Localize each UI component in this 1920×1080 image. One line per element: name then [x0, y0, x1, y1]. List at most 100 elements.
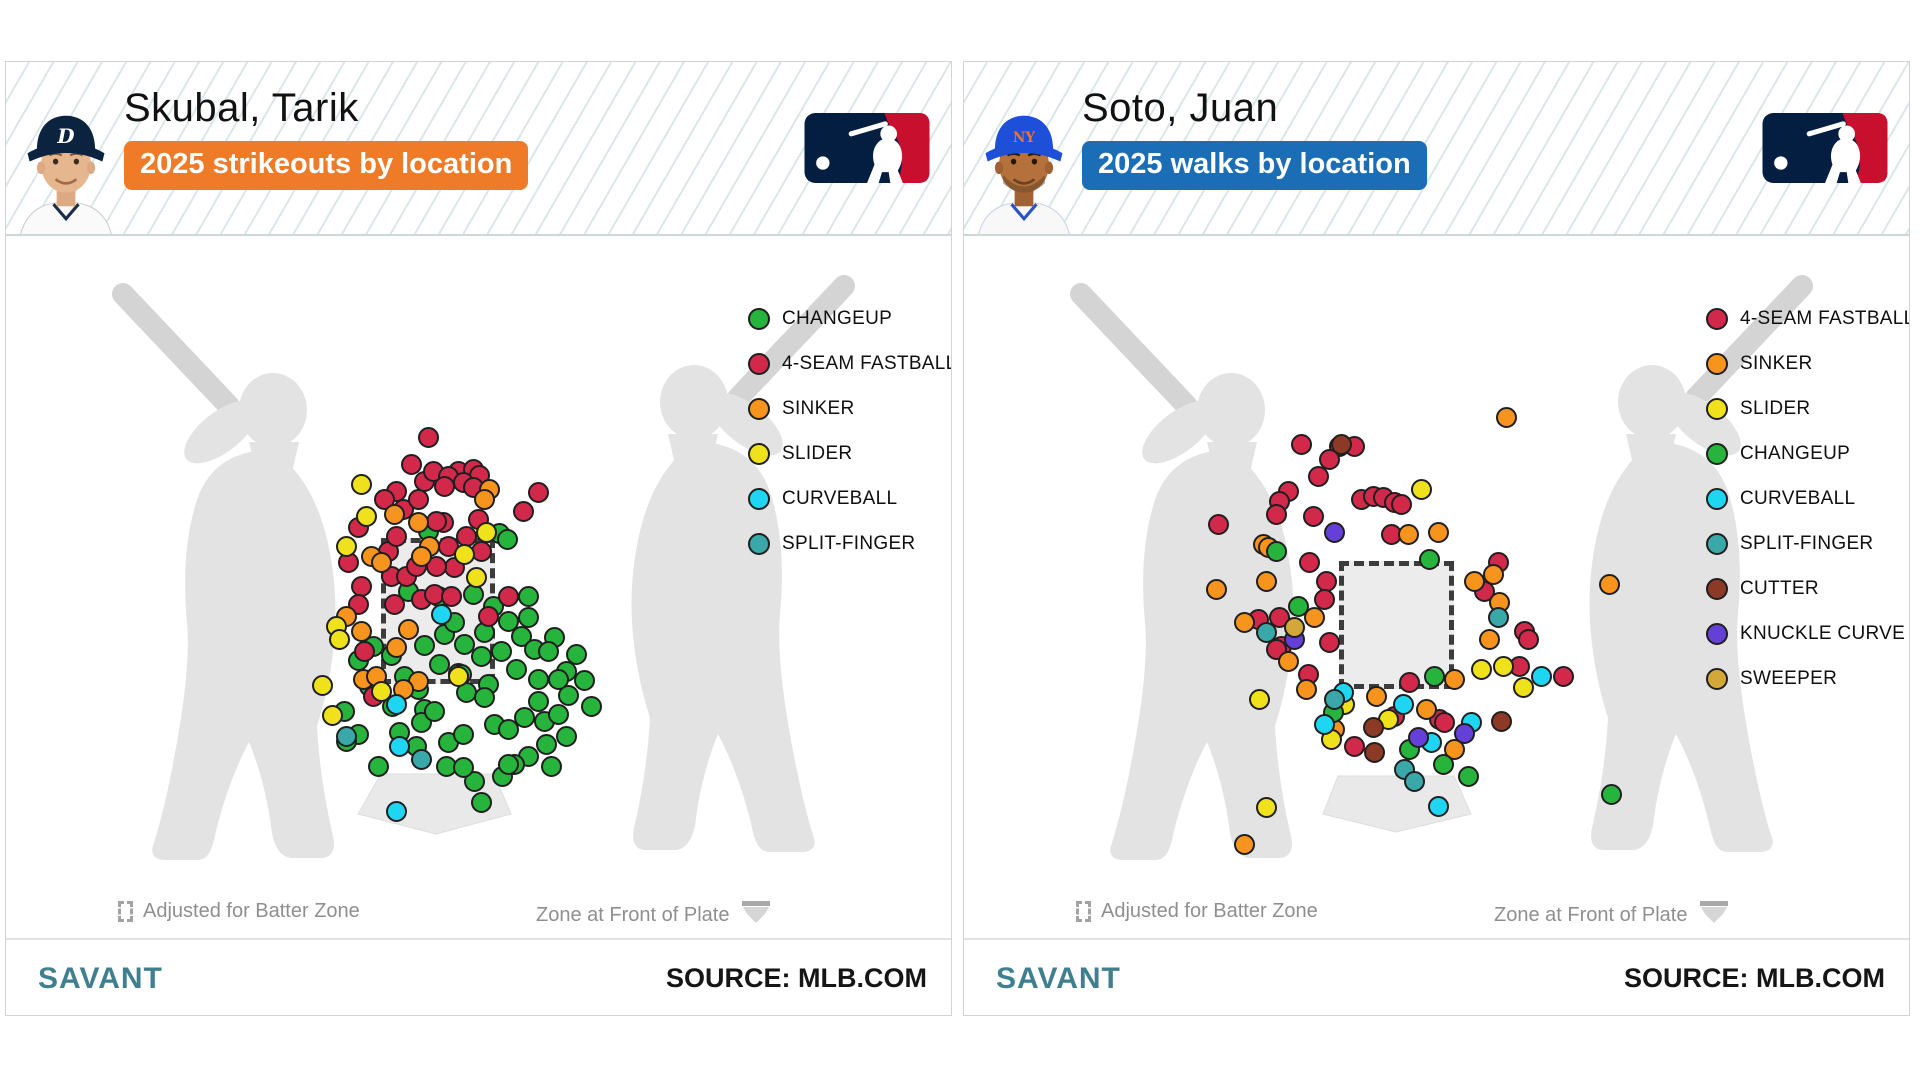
- pitch-dot-4-seam-fastball: [1398, 671, 1420, 693]
- pitch-dot-slider: [328, 628, 350, 650]
- pitch-dot-changeup: [547, 703, 569, 725]
- legend-label-slider: SLIDER: [1740, 398, 1811, 419]
- legend-label-sinker: SINKER: [782, 398, 855, 419]
- pitch-dot-changeup: [1457, 765, 1479, 787]
- home-plate-icon: [1699, 900, 1729, 930]
- pitch-dot-4-seam-fastball: [1290, 433, 1312, 455]
- legend-dot-sinker: [1706, 353, 1728, 375]
- pitch-dot-changeup: [423, 700, 445, 722]
- pitch-dot-curveball: [385, 800, 407, 822]
- stat-badge: 2025 strikeouts by location: [124, 141, 529, 190]
- pitch-dot-sinker: [1463, 570, 1485, 592]
- player-name: Soto, Juan: [1082, 86, 1279, 130]
- pitch-dot-sinker: [350, 620, 372, 642]
- batter-zone-note-label: Adjusted for Batter Zone: [143, 900, 360, 922]
- pitch-dot-slider: [475, 521, 497, 543]
- cap-logo: D: [56, 124, 74, 148]
- pitch-dot-changeup: [473, 686, 495, 708]
- pitch-dot-sinker: [1415, 698, 1437, 720]
- legend-label-4-seam-fastball: 4-SEAM FASTBALL: [1740, 308, 1909, 329]
- pitch-dot-changeup: [452, 756, 474, 778]
- legend-label-4-seam-fastball: 4-SEAM FASTBALL: [782, 353, 951, 374]
- pitch-dot-sinker: [1427, 521, 1449, 543]
- legend-dot-4-seam-fastball: [748, 353, 770, 375]
- legend-row-slider: SLIDER: [1706, 398, 1909, 420]
- pitch-dot-sinker: [370, 551, 392, 573]
- stat-badge: 2025 walks by location: [1082, 141, 1427, 190]
- pitch-dot-split-finger: [1255, 621, 1277, 643]
- pitch-dot-slider: [453, 543, 475, 565]
- pitch-dot-knuckle-curve: [1453, 722, 1475, 744]
- pitch-dots-layer: [6, 236, 951, 938]
- batter-zone-note: Adjusted for Batter Zone: [118, 900, 360, 923]
- legend-row-sinker: SINKER: [748, 398, 951, 420]
- player-headshot: D: [14, 110, 118, 234]
- pitch-dot-4-seam-fastball: [385, 525, 407, 547]
- pitch-dot-curveball: [1392, 693, 1414, 715]
- legend-label-sinker: SINKER: [1740, 353, 1813, 374]
- player-card-soto: NY Soto, Juan 2025 walks by location: [963, 61, 1910, 1016]
- plate-zone-note-label: Zone at Front of Plate: [1494, 903, 1688, 926]
- pitch-dot-changeup: [517, 585, 539, 607]
- plate-zone-note-label: Zone at Front of Plate: [536, 903, 730, 926]
- source-credit: SOURCE: MLB.COM: [1624, 963, 1885, 993]
- pitch-dot-cutter: [1362, 716, 1384, 738]
- legend-dot-slider: [748, 443, 770, 465]
- mlb-logo: [803, 113, 931, 183]
- pitch-dot-sinker: [1397, 523, 1419, 545]
- pitch-dot-sinker: [1233, 833, 1255, 855]
- legend-label-curveball: CURVEBALL: [782, 488, 898, 509]
- pitch-dot-changeup: [497, 610, 519, 632]
- pitch-dot-changeup: [452, 723, 474, 745]
- legend-row-curveball: CURVEBALL: [748, 488, 951, 510]
- legend-label-cutter: CUTTER: [1740, 578, 1819, 599]
- headshot-illustration: D: [20, 115, 112, 234]
- pitch-dot-knuckle-curve: [1407, 726, 1429, 748]
- pitch-dot-changeup: [573, 669, 595, 691]
- pitch-dot-slider: [1255, 796, 1277, 818]
- legend-dot-4-seam-fastball: [1706, 308, 1728, 330]
- field-graphic: [1070, 275, 1813, 860]
- card-header: D Skubal, Tarik 2025 strikeouts by locat…: [6, 62, 951, 236]
- pitch-dot-4-seam-fastball: [1313, 588, 1335, 610]
- pitch-dot-4-seam-fastball: [417, 426, 439, 448]
- pitch-dot-sinker: [473, 488, 495, 510]
- batter-zone-icon: [118, 901, 133, 922]
- legend-label-sweeper: SWEEPER: [1740, 668, 1838, 689]
- pitch-dot-changeup: [517, 606, 539, 628]
- pitch-dot-sweeper: [1283, 616, 1305, 638]
- pitch-dot-4-seam-fastball: [497, 585, 519, 607]
- legend-label-knuckle-curve: KNUCKLE CURVE: [1740, 623, 1906, 644]
- legend-row-cutter: CUTTER: [1706, 578, 1909, 600]
- pitch-dot-4-seam-fastball: [407, 488, 429, 510]
- pitch-dot-curveball: [388, 735, 410, 757]
- legend-row-knuckle-curve: KNUCKLE CURVE: [1706, 623, 1909, 645]
- pitch-dot-4-seam-fastball: [400, 453, 422, 475]
- legend-row-4-seam-fastball: 4-SEAM FASTBALL: [748, 353, 951, 375]
- pitch-dot-4-seam-fastball: [1517, 628, 1539, 650]
- pitch-dot-slider: [350, 473, 372, 495]
- pitch-dot-changeup: [1287, 595, 1309, 617]
- batter-zone-note: Adjusted for Batter Zone: [1076, 900, 1318, 923]
- pitch-dot-cutter: [1363, 741, 1385, 763]
- legend-dot-curveball: [1706, 488, 1728, 510]
- pitch-dot-changeup: [540, 755, 562, 777]
- pitch-dot-sinker: [1443, 668, 1465, 690]
- pitch-location-plot: CHANGEUP 4-SEAM FASTBALL SINKER SLIDER CURVE…: [6, 236, 951, 938]
- pitch-dot-slider: [1512, 676, 1534, 698]
- legend-label-split-finger: SPLIT-FINGER: [1740, 533, 1874, 554]
- card-footer: SAVANT SOURCE: MLB.COM: [964, 938, 1909, 1015]
- pitch-dot-changeup: [535, 733, 557, 755]
- pitch-dot-4-seam-fastball: [1307, 465, 1329, 487]
- pitch-dot-changeup: [1600, 783, 1622, 805]
- pitch-dot-4-seam-fastball: [1318, 448, 1340, 470]
- savant-wordmark: SAVANT: [996, 962, 1121, 995]
- legend-row-4-seam-fastball: 4-SEAM FASTBALL: [1706, 308, 1909, 330]
- pitch-dot-changeup: [367, 755, 389, 777]
- legend-dot-changeup: [1706, 443, 1728, 465]
- pitch-dot-sinker: [1443, 738, 1465, 760]
- pitch-legend: 4-SEAM FASTBALL SINKER SLIDER CHANGEUP CURVE…: [1706, 308, 1909, 713]
- pitch-dot-changeup: [497, 753, 519, 775]
- pitch-dot-changeup: [527, 668, 549, 690]
- title-block: Soto, Juan 2025 walks by location: [1082, 86, 1427, 190]
